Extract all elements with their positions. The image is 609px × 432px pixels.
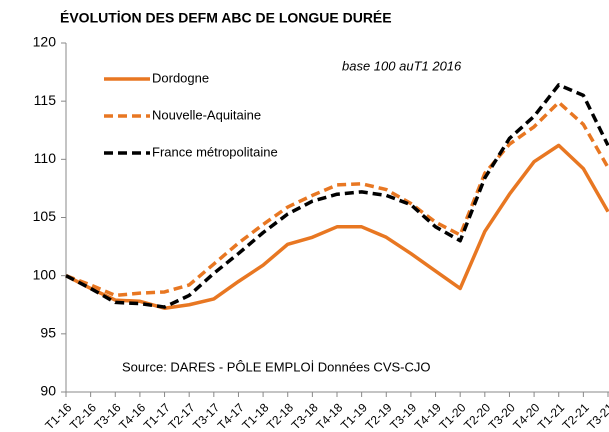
- x-tick-label: T1-17: [141, 400, 173, 432]
- y-tick-label: 95: [40, 325, 56, 341]
- legend-label: Nouvelle-Aquitaine: [152, 107, 261, 122]
- x-tick-label: T3-20: [486, 400, 518, 432]
- x-tick-label: T4-19: [412, 400, 444, 432]
- source-note: Source: DARES - PÔLE EMPLOİ Données CVS-…: [122, 359, 431, 374]
- x-tick-label: T3-16: [92, 400, 124, 432]
- annotation: base 100 auT1 2016: [342, 58, 462, 73]
- series-line: [65, 100, 609, 298]
- x-tick-label: T1-16: [42, 400, 74, 432]
- legend-label: Dordogne: [152, 70, 209, 85]
- x-tick-label: T4-18: [313, 400, 345, 432]
- y-tick-label: 120: [33, 34, 57, 50]
- x-tick-label: T1-20: [436, 400, 468, 432]
- x-tick-label: T4-17: [215, 400, 247, 432]
- y-tick-label: 115: [34, 92, 57, 108]
- x-tick-label: T3-18: [289, 400, 321, 432]
- x-tick-label: T1-18: [239, 400, 271, 432]
- y-tick-label: 105: [33, 208, 57, 224]
- y-tick-label: 100: [33, 266, 57, 282]
- x-tick-label: T1-19: [338, 400, 370, 432]
- x-tick-label: T3-17: [190, 400, 222, 432]
- y-tick-label: 90: [40, 383, 56, 399]
- x-tick-label: T2-18: [264, 400, 296, 432]
- x-tick-label: T3-19: [387, 400, 419, 432]
- x-tick-label: T2-20: [461, 400, 493, 432]
- x-tick-label: T1-21: [535, 400, 567, 432]
- legend-label: France métropolitaine: [152, 144, 278, 159]
- x-tick-label: T4-20: [510, 400, 542, 432]
- x-tick-label: T2-17: [165, 400, 197, 432]
- y-tick-label: 110: [34, 150, 57, 166]
- x-tick-label: T2-19: [363, 400, 395, 432]
- x-tick-label: T4-16: [116, 400, 148, 432]
- series-line: [65, 143, 609, 310]
- chart-title: ÉVOLUTİON DES DEFM ABC DE LONGUE DURÉE: [60, 10, 392, 26]
- x-tick-label: T3-21: [584, 400, 609, 432]
- x-tick-label: T2-16: [67, 400, 99, 432]
- x-tick-label: T2-21: [560, 400, 592, 432]
- series-line: [65, 83, 609, 309]
